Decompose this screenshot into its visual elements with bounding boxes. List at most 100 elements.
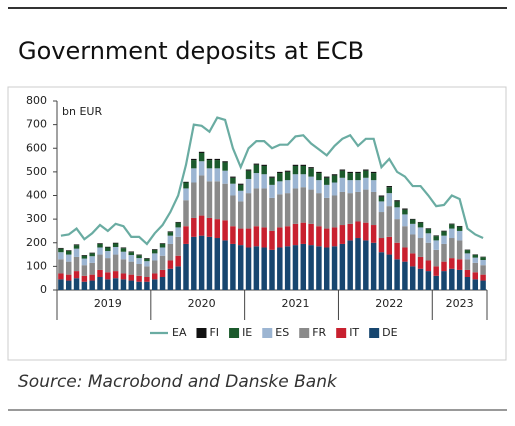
bar-segment [480,257,485,260]
bar-segment [363,178,368,190]
legend-label: IT [349,326,359,339]
bar-segment [316,226,321,246]
bar-segment [371,192,376,225]
bar-segment [402,214,407,226]
bar-segment [394,207,399,219]
bar-segment [316,180,321,193]
bar-segment [215,238,220,290]
bar-segment [113,271,118,278]
bar-segment [347,172,352,173]
bar-segment [121,259,126,273]
bar-segment [433,236,438,240]
bar-segment [371,180,376,192]
bar-segment [113,243,118,244]
bar-segment [363,171,368,178]
bar-segment [230,177,235,178]
bar-segment [136,258,141,264]
bar-segment [473,258,478,263]
bar-segment [230,244,235,290]
bar-segment [230,196,235,227]
bar-segment [136,255,141,258]
bar-segment [97,255,102,270]
bar-segment [207,160,212,168]
bar-segment [269,185,274,198]
bar-segment [191,160,196,168]
bar-segment [121,247,126,248]
bar-segment [441,271,446,290]
bar-segment [379,238,384,252]
bar-segment [129,255,134,262]
bar-segment [129,281,134,290]
y-tick-label: 400 [26,189,47,202]
bar-segment [347,224,352,241]
bar-segment [191,237,196,290]
bar-segment [246,247,251,290]
bar-segment [371,173,376,180]
bar-segment [160,243,165,244]
bar-segment [105,279,110,290]
bar-segment [277,172,282,173]
bar-segment [246,193,251,228]
bar-segment [355,180,360,192]
bar-segment [293,188,298,223]
bar-segment [316,246,321,290]
bar-segment [74,249,79,257]
bar-segment [410,253,415,266]
bar-segment [199,236,204,290]
bar-segment [340,244,345,290]
bar-segment [183,200,188,226]
bar-segment [58,252,63,259]
legend-swatch [229,328,239,338]
bar-segment [74,245,79,249]
bar-segment [465,253,470,259]
bar-segment [449,224,454,228]
bar-segment [269,198,274,231]
bar-segment [144,258,149,259]
bar-segment [379,212,384,238]
bar-segment [175,256,180,267]
bar-segment [347,240,352,290]
bar-segment [66,275,71,281]
bar-segment [129,251,134,252]
bar-segment [82,282,87,290]
legend-swatch [299,328,309,338]
bar-segment [410,219,415,220]
bar-segment [183,226,188,244]
bar-segment [465,250,470,253]
bar-segment [254,173,259,188]
source: Source: Macrobond and Danske Bank [18,372,338,392]
bar-segment [144,266,149,277]
bar-segment [66,281,71,290]
y-tick-label: 200 [26,236,47,249]
bar-segment [441,236,446,244]
bar-segment [324,178,329,185]
bar-segment [238,185,243,191]
bar-segment [215,159,220,160]
bar-segment [121,273,126,279]
bar-segment [394,259,399,290]
bar-segment [301,165,306,166]
bar-segment [441,262,446,271]
bar-segment [426,233,431,242]
bar-segment [340,178,345,192]
bar-segment [308,168,313,176]
bar-segment [426,229,431,233]
bar-segment [136,276,141,282]
bar-segment [97,270,102,277]
bar-segment [473,263,478,272]
y-tick-label: 300 [26,212,47,225]
legend-swatch [369,328,379,338]
bar-segment [332,227,337,246]
bar-segment [152,250,157,254]
bar-segment [238,245,243,290]
bar-segment [136,255,141,256]
bar-segment [82,259,87,266]
bar-segment [152,249,157,250]
bar-segment [222,184,227,221]
bar-segment [387,193,392,206]
bar-segment [254,246,259,290]
bar-segment [144,282,149,290]
bar-segment [97,243,102,244]
bar-segment [144,261,149,266]
